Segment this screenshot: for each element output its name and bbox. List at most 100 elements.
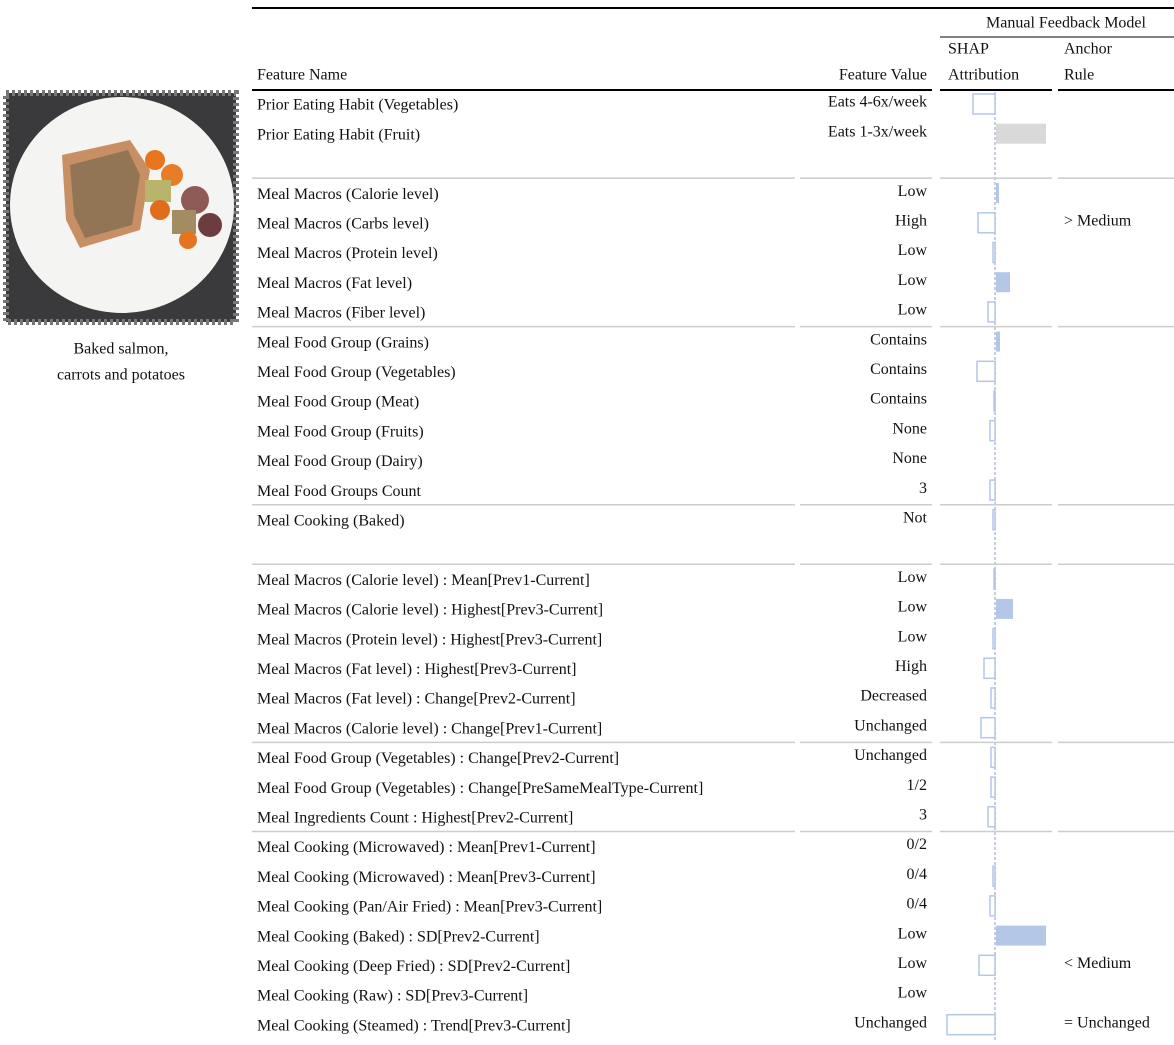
feature-value: Low: [898, 302, 928, 319]
feature-name: Meal Macros (Protein level): [257, 245, 438, 262]
shap-bar: [991, 688, 995, 708]
shap-bar: [990, 896, 995, 916]
shap-bar: [996, 124, 1046, 144]
feature-name: Meal Macros (Calorie level): [257, 186, 439, 203]
shap-bar: [947, 1015, 995, 1035]
feature-value: Low: [898, 242, 928, 259]
feature-name: Meal Macros (Protein level) : Highest[Pr…: [257, 631, 602, 648]
feature-name: Meal Cooking (Baked): [257, 512, 405, 529]
shap-bar: [990, 421, 995, 441]
feature-name: Meal Macros (Carbs level): [257, 215, 429, 232]
feature-name: Meal Cooking (Microwaved) : Mean[Prev3-C…: [257, 869, 596, 886]
feature-value: Low: [898, 985, 928, 1002]
feature-name: Meal Macros (Calorie level) : Change[Pre…: [257, 720, 602, 737]
feature-value: Not: [903, 509, 928, 526]
column-header: Attribution: [948, 67, 1019, 84]
shap-bar: [993, 866, 995, 886]
feature-name: Meal Macros (Fiber level): [257, 305, 425, 322]
shap-bar: [996, 183, 999, 203]
shap-bar: [991, 777, 995, 797]
feature-name: Meal Macros (Fat level) : Highest[Prev3-…: [257, 661, 576, 678]
caption-line: Baked salmon,: [73, 341, 168, 358]
shap-bar: [996, 599, 1013, 619]
shap-bar: [993, 629, 995, 649]
feature-value: Decreased: [860, 688, 927, 705]
feature-value: Low: [898, 272, 928, 289]
anchor-rule: < Medium: [1064, 955, 1132, 972]
feature-name: Meal Food Group (Fruits): [257, 423, 424, 440]
feature-name: Meal Macros (Calorie level) : Highest[Pr…: [257, 602, 603, 619]
shap-bar: [978, 213, 995, 233]
feature-value: Low: [898, 955, 928, 972]
column-header: Rule: [1064, 67, 1094, 84]
feature-name: Meal Macros (Fat level): [257, 275, 412, 292]
feature-value: Contains: [870, 391, 927, 408]
caption-line: carrots and potatoes: [57, 367, 185, 384]
shap-bar: [973, 94, 995, 114]
feature-value: Low: [898, 183, 928, 200]
feature-value: Low: [898, 628, 928, 645]
feature-value: Eats 4-6x/week: [828, 94, 927, 111]
shap-bar: [990, 480, 995, 500]
meal-photo: [6, 93, 236, 322]
shap-bar: [993, 243, 995, 263]
feature-value: High: [895, 658, 927, 675]
column-header: Feature Value: [839, 67, 927, 84]
shap-bar: [988, 302, 995, 322]
shap-bar: [984, 658, 995, 678]
feature-name: Meal Food Group (Vegetables): [257, 364, 456, 381]
feature-name: Meal Food Groups Count: [257, 483, 422, 500]
shap-bar: [994, 391, 995, 411]
anchor-rule: > Medium: [1064, 212, 1132, 229]
feature-name: Prior Eating Habit (Fruit): [257, 126, 420, 143]
shap-bar: [977, 361, 995, 381]
page: Baked salmon, carrots and potatoes Manua…: [0, 0, 1174, 1040]
feature-value: 0/4: [907, 896, 927, 913]
feature-name: Meal Cooking (Baked) : SD[Prev2-Current]: [257, 928, 540, 945]
feature-name: Meal Food Group (Meat): [257, 394, 419, 411]
feature-value: 3: [919, 480, 927, 497]
feature-value: High: [895, 212, 927, 229]
shap-bar: [979, 955, 995, 975]
column-header: Feature Name: [257, 67, 347, 84]
shap-bar: [996, 926, 1046, 946]
feature-value: 3: [919, 806, 927, 823]
column-header: SHAP: [948, 41, 989, 58]
feature-value: None: [892, 450, 927, 467]
shap-bar: [993, 510, 995, 530]
feature-name: Meal Macros (Calorie level) : Mean[Prev1…: [257, 572, 590, 589]
feature-value: Unchanged: [854, 717, 927, 734]
feature-name: Meal Cooking (Microwaved) : Mean[Prev1-C…: [257, 839, 596, 856]
feature-value: Contains: [870, 361, 927, 378]
feature-value: Unchanged: [854, 1014, 927, 1031]
feature-value: Low: [898, 599, 928, 616]
feature-value: Contains: [870, 331, 927, 348]
feature-value: 0/2: [907, 836, 927, 853]
feature-value: None: [892, 420, 927, 437]
feature-value: Low: [898, 569, 928, 586]
feature-name: Meal Cooking (Steamed) : Trend[Prev3-Cur…: [257, 1017, 571, 1034]
feature-name: Meal Food Group (Vegetables) : Change[Pr…: [257, 750, 619, 767]
column-header: Anchor: [1064, 41, 1113, 58]
feature-name: Meal Food Group (Grains): [257, 334, 429, 351]
group-header: Manual Feedback Model: [986, 15, 1147, 32]
feature-value: Low: [898, 925, 928, 942]
feature-name: Meal Cooking (Pan/Air Fried) : Mean[Prev…: [257, 899, 602, 916]
feature-value: Unchanged: [854, 747, 927, 764]
feature-name: Meal Food Group (Vegetables) : Change[Pr…: [257, 780, 703, 797]
feature-value: 0/4: [907, 866, 927, 883]
feature-value: 1/2: [907, 777, 927, 794]
shap-bar: [981, 718, 995, 738]
feature-name: Prior Eating Habit (Vegetables): [257, 97, 458, 114]
anchor-rule: = Unchanged: [1064, 1014, 1150, 1031]
shap-bar: [988, 807, 995, 827]
shap-bar: [991, 747, 995, 767]
feature-name: Meal Cooking (Deep Fried) : SD[Prev2-Cur…: [257, 958, 570, 975]
feature-name: Meal Ingredients Count : Highest[Prev2-C…: [257, 809, 573, 826]
shap-bar: [996, 272, 1010, 292]
shap-bar: [996, 332, 1000, 352]
shap-bar: [994, 569, 995, 589]
feature-value: Eats 1-3x/week: [828, 123, 927, 140]
feature-name: Meal Food Group (Dairy): [257, 453, 423, 470]
feature-name: Meal Macros (Fat level) : Change[Prev2-C…: [257, 691, 576, 708]
